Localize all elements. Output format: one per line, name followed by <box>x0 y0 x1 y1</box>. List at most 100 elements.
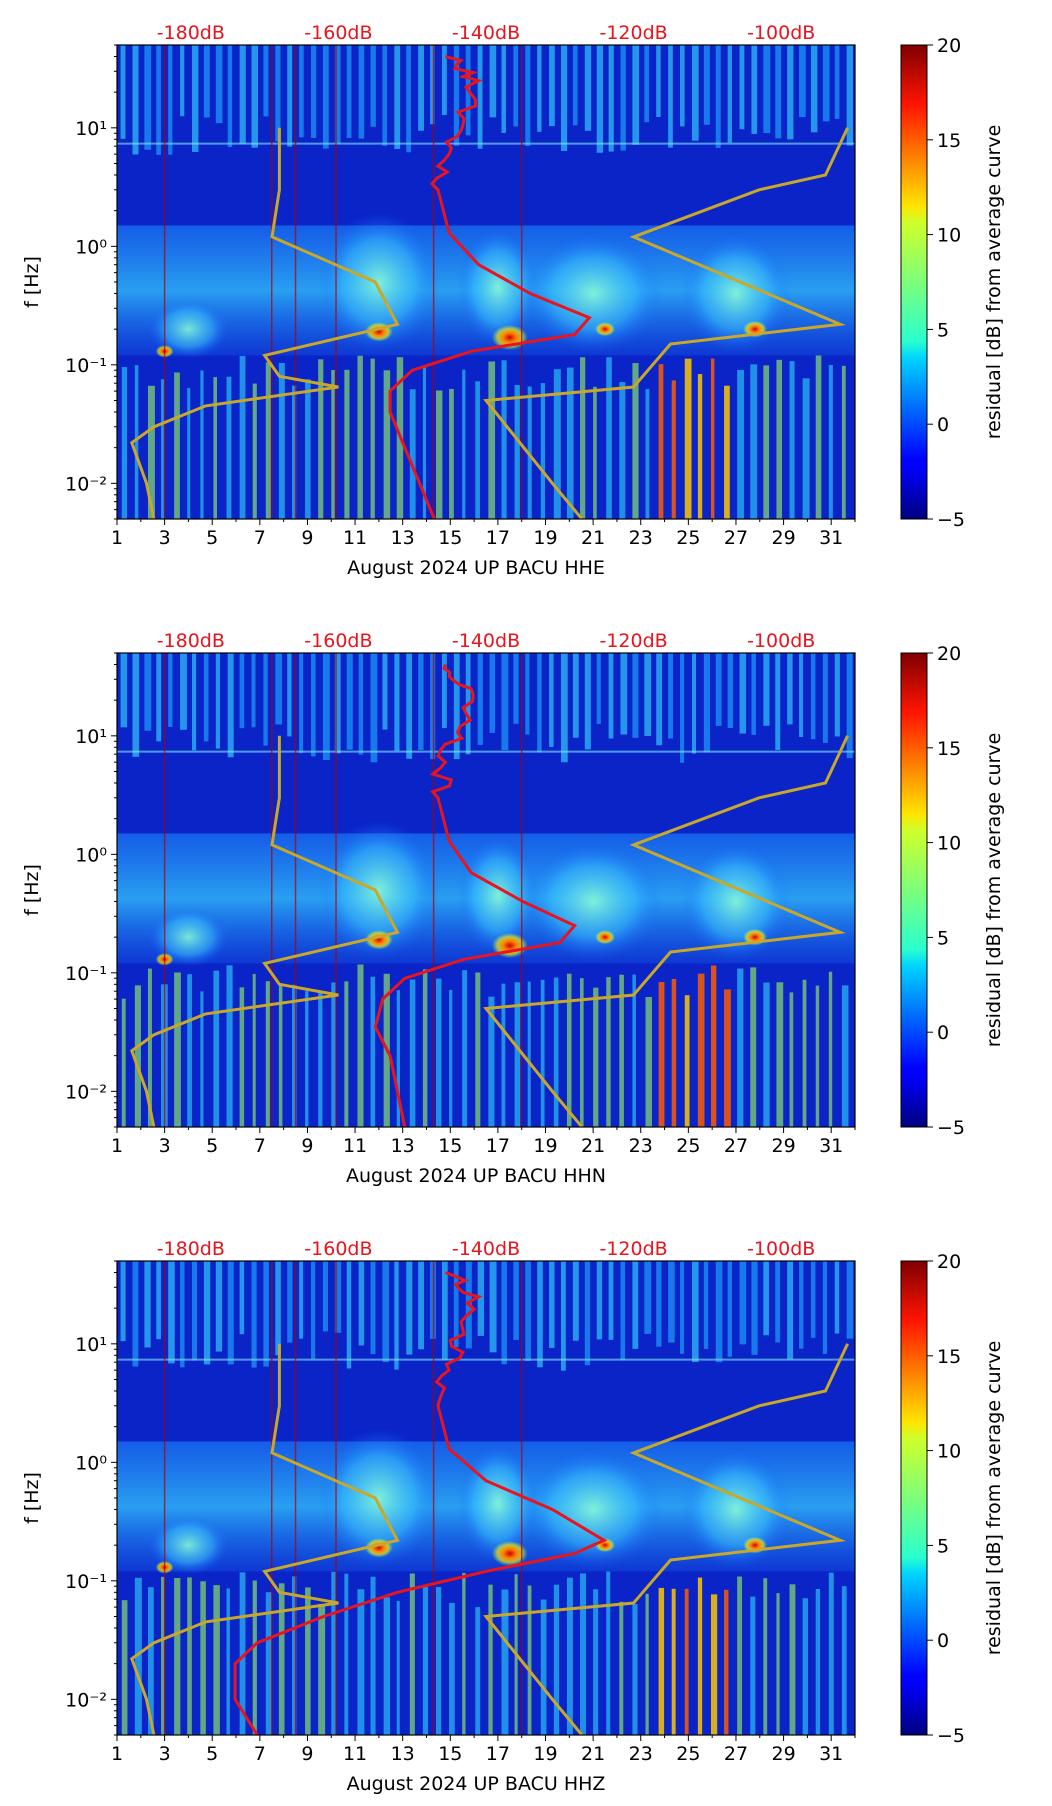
lf-spike <box>684 995 690 1127</box>
x-tick-label: 31 <box>819 527 843 549</box>
diurnal-stripe <box>608 45 614 152</box>
diurnal-stripe <box>680 653 685 763</box>
lf-spike <box>121 1600 128 1735</box>
colorbar-tick-label: 10 <box>937 225 961 247</box>
lf-spike <box>841 365 846 519</box>
diurnal-stripe <box>775 1261 781 1343</box>
diurnal-stripe <box>370 1261 376 1355</box>
colorbar-tick-label: 0 <box>937 1630 949 1652</box>
diurnal-stripe <box>311 1261 316 1359</box>
lf-spike <box>658 1587 665 1735</box>
lf-spike <box>619 1601 624 1735</box>
storm-glow <box>318 820 439 960</box>
microseism-peak <box>595 322 616 337</box>
x-tick-label: 9 <box>301 1743 313 1765</box>
diurnal-stripe <box>859 653 866 735</box>
lf-spike <box>409 979 416 1127</box>
diurnal-stripe <box>239 1261 245 1335</box>
lf-spike <box>828 364 833 519</box>
diurnal-stripe <box>715 1261 723 1363</box>
lf-spike <box>147 1587 154 1735</box>
lf-spike <box>278 985 283 1127</box>
diurnal-stripe <box>299 653 304 754</box>
x-tick-label: 29 <box>771 527 795 549</box>
colorbar <box>900 44 928 520</box>
diurnal-stripe <box>751 653 756 735</box>
diurnal-stripe <box>144 45 152 150</box>
colorbar-tick-label: 5 <box>937 1535 949 1557</box>
top-axis-label: -160dB <box>304 630 372 652</box>
diurnal-stripe <box>787 653 793 725</box>
lf-spike <box>278 363 285 519</box>
lf-spike <box>357 1589 365 1735</box>
diurnal-stripe <box>751 45 758 134</box>
diurnal-stripe <box>334 1261 342 1333</box>
lf-spike <box>501 360 507 519</box>
diurnal-stripe <box>406 45 411 153</box>
lf-spike <box>383 370 391 519</box>
lf-spike <box>331 1571 337 1735</box>
lf-spike <box>710 358 715 519</box>
lf-spike <box>357 964 364 1127</box>
lf-spike <box>606 1571 611 1735</box>
diurnal-stripe <box>775 653 781 750</box>
diurnal-stripe <box>346 45 352 138</box>
diurnal-stripe <box>632 1261 639 1349</box>
noise-model-low-line <box>130 1343 400 1735</box>
lf-spike <box>553 977 559 1127</box>
lf-spike <box>763 1578 768 1735</box>
diurnal-stripe <box>810 1261 816 1338</box>
diurnal-stripe <box>489 1261 497 1353</box>
y-tick-label: 10⁻² <box>65 473 107 495</box>
noise-model-low-line <box>130 127 400 519</box>
x-tick-label: 31 <box>819 1135 843 1157</box>
lf-spike <box>462 369 466 519</box>
x-tick-label: 27 <box>724 1743 748 1765</box>
diurnal-stripe <box>596 653 601 725</box>
diurnal-stripe <box>394 1261 399 1370</box>
x-tick-label: 5 <box>206 1743 218 1765</box>
diurnal-stripe <box>668 653 673 739</box>
x-tick-label: 31 <box>819 1743 843 1765</box>
x-tick-label: 19 <box>533 1743 557 1765</box>
lf-spike <box>200 370 204 519</box>
lf-spike <box>671 380 676 519</box>
diurnal-stripe <box>156 1261 161 1340</box>
diurnal-stripe <box>525 1261 531 1362</box>
lf-spike <box>540 979 545 1127</box>
x-tick-label: 15 <box>438 527 462 549</box>
lf-spike <box>187 1577 192 1735</box>
lf-spike <box>763 982 770 1127</box>
lf-spike <box>789 361 795 519</box>
diurnal-stripe <box>418 653 424 751</box>
top-axis-label: -160dB <box>304 22 372 44</box>
lf-spike <box>553 369 561 519</box>
diurnal-stripe <box>656 1261 662 1347</box>
diurnal-stripe <box>691 1261 699 1363</box>
x-tick-label: 1 <box>111 1135 123 1157</box>
top-axis-label: -140dB <box>452 630 520 652</box>
lf-spike <box>593 1589 599 1735</box>
lf-spike <box>815 1589 821 1735</box>
y-tick-label: 10⁻¹ <box>65 1571 107 1593</box>
storm-glow <box>148 907 229 968</box>
lf-spike <box>671 1588 676 1735</box>
y-tick-label: 10¹ <box>75 1334 107 1356</box>
diurnal-stripe <box>251 1261 257 1368</box>
diurnal-stripe <box>680 1261 685 1354</box>
diurnal-stripe <box>584 653 591 750</box>
x-tick-label: 23 <box>629 527 653 549</box>
diurnal-stripe <box>501 1261 507 1365</box>
x-tick-label: 25 <box>676 527 700 549</box>
diurnal-stripe <box>763 653 770 726</box>
diurnal-stripe <box>322 1261 329 1332</box>
diurnal-stripe <box>632 45 640 145</box>
lf-spike <box>305 379 311 519</box>
diurnal-stripe <box>846 1261 854 1339</box>
diurnal-stripe <box>870 1261 876 1340</box>
lf-spike <box>213 377 218 519</box>
lf-spike <box>331 982 336 1127</box>
lf-spike <box>724 989 731 1127</box>
lf-spike <box>658 982 665 1127</box>
